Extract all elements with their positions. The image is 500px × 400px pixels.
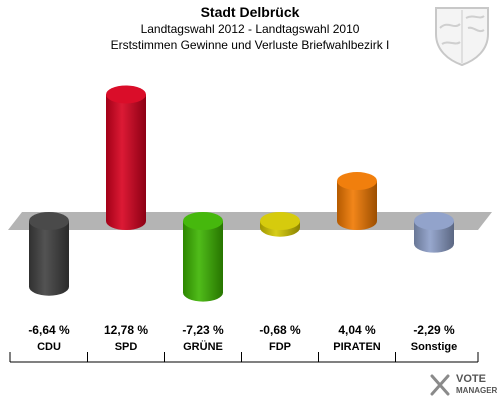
category-label: GRÜNE [183, 340, 223, 353]
coat-of-arms-icon [435, 7, 489, 67]
value-label: -6,64 % [28, 323, 70, 337]
bar-fdp [260, 212, 300, 237]
value-label: -0,68 % [259, 323, 301, 337]
category-label: PIRATEN [333, 341, 381, 353]
category-label: SPD [115, 341, 138, 353]
category-label: Sonstige [411, 341, 457, 353]
chart-subtitle-2: Erststimmen Gewinne und Verluste Briefwa… [110, 38, 390, 52]
chart-title: Stadt Delbrück [200, 4, 300, 20]
logo-line-2: MANAGER [456, 386, 498, 395]
value-label: -2,29 % [413, 323, 455, 337]
bar-grüne [183, 212, 223, 302]
category-label: CDU [37, 341, 61, 353]
logo-line-1: VOTE [456, 373, 486, 385]
value-label: -7,23 % [182, 323, 224, 337]
bar-spd [106, 85, 146, 230]
value-label: 4,04 % [338, 323, 376, 337]
bar-piraten [337, 172, 377, 230]
bar-cdu [29, 212, 69, 296]
chart-subtitle-1: Landtagswahl 2012 - Landtagswahl 2010 [140, 22, 360, 36]
bar-sonstige [414, 212, 454, 253]
vote-manager-logo: VOTE MANAGER [430, 373, 498, 396]
category-label: FDP [269, 341, 291, 353]
value-label: 12,78 % [104, 323, 148, 337]
